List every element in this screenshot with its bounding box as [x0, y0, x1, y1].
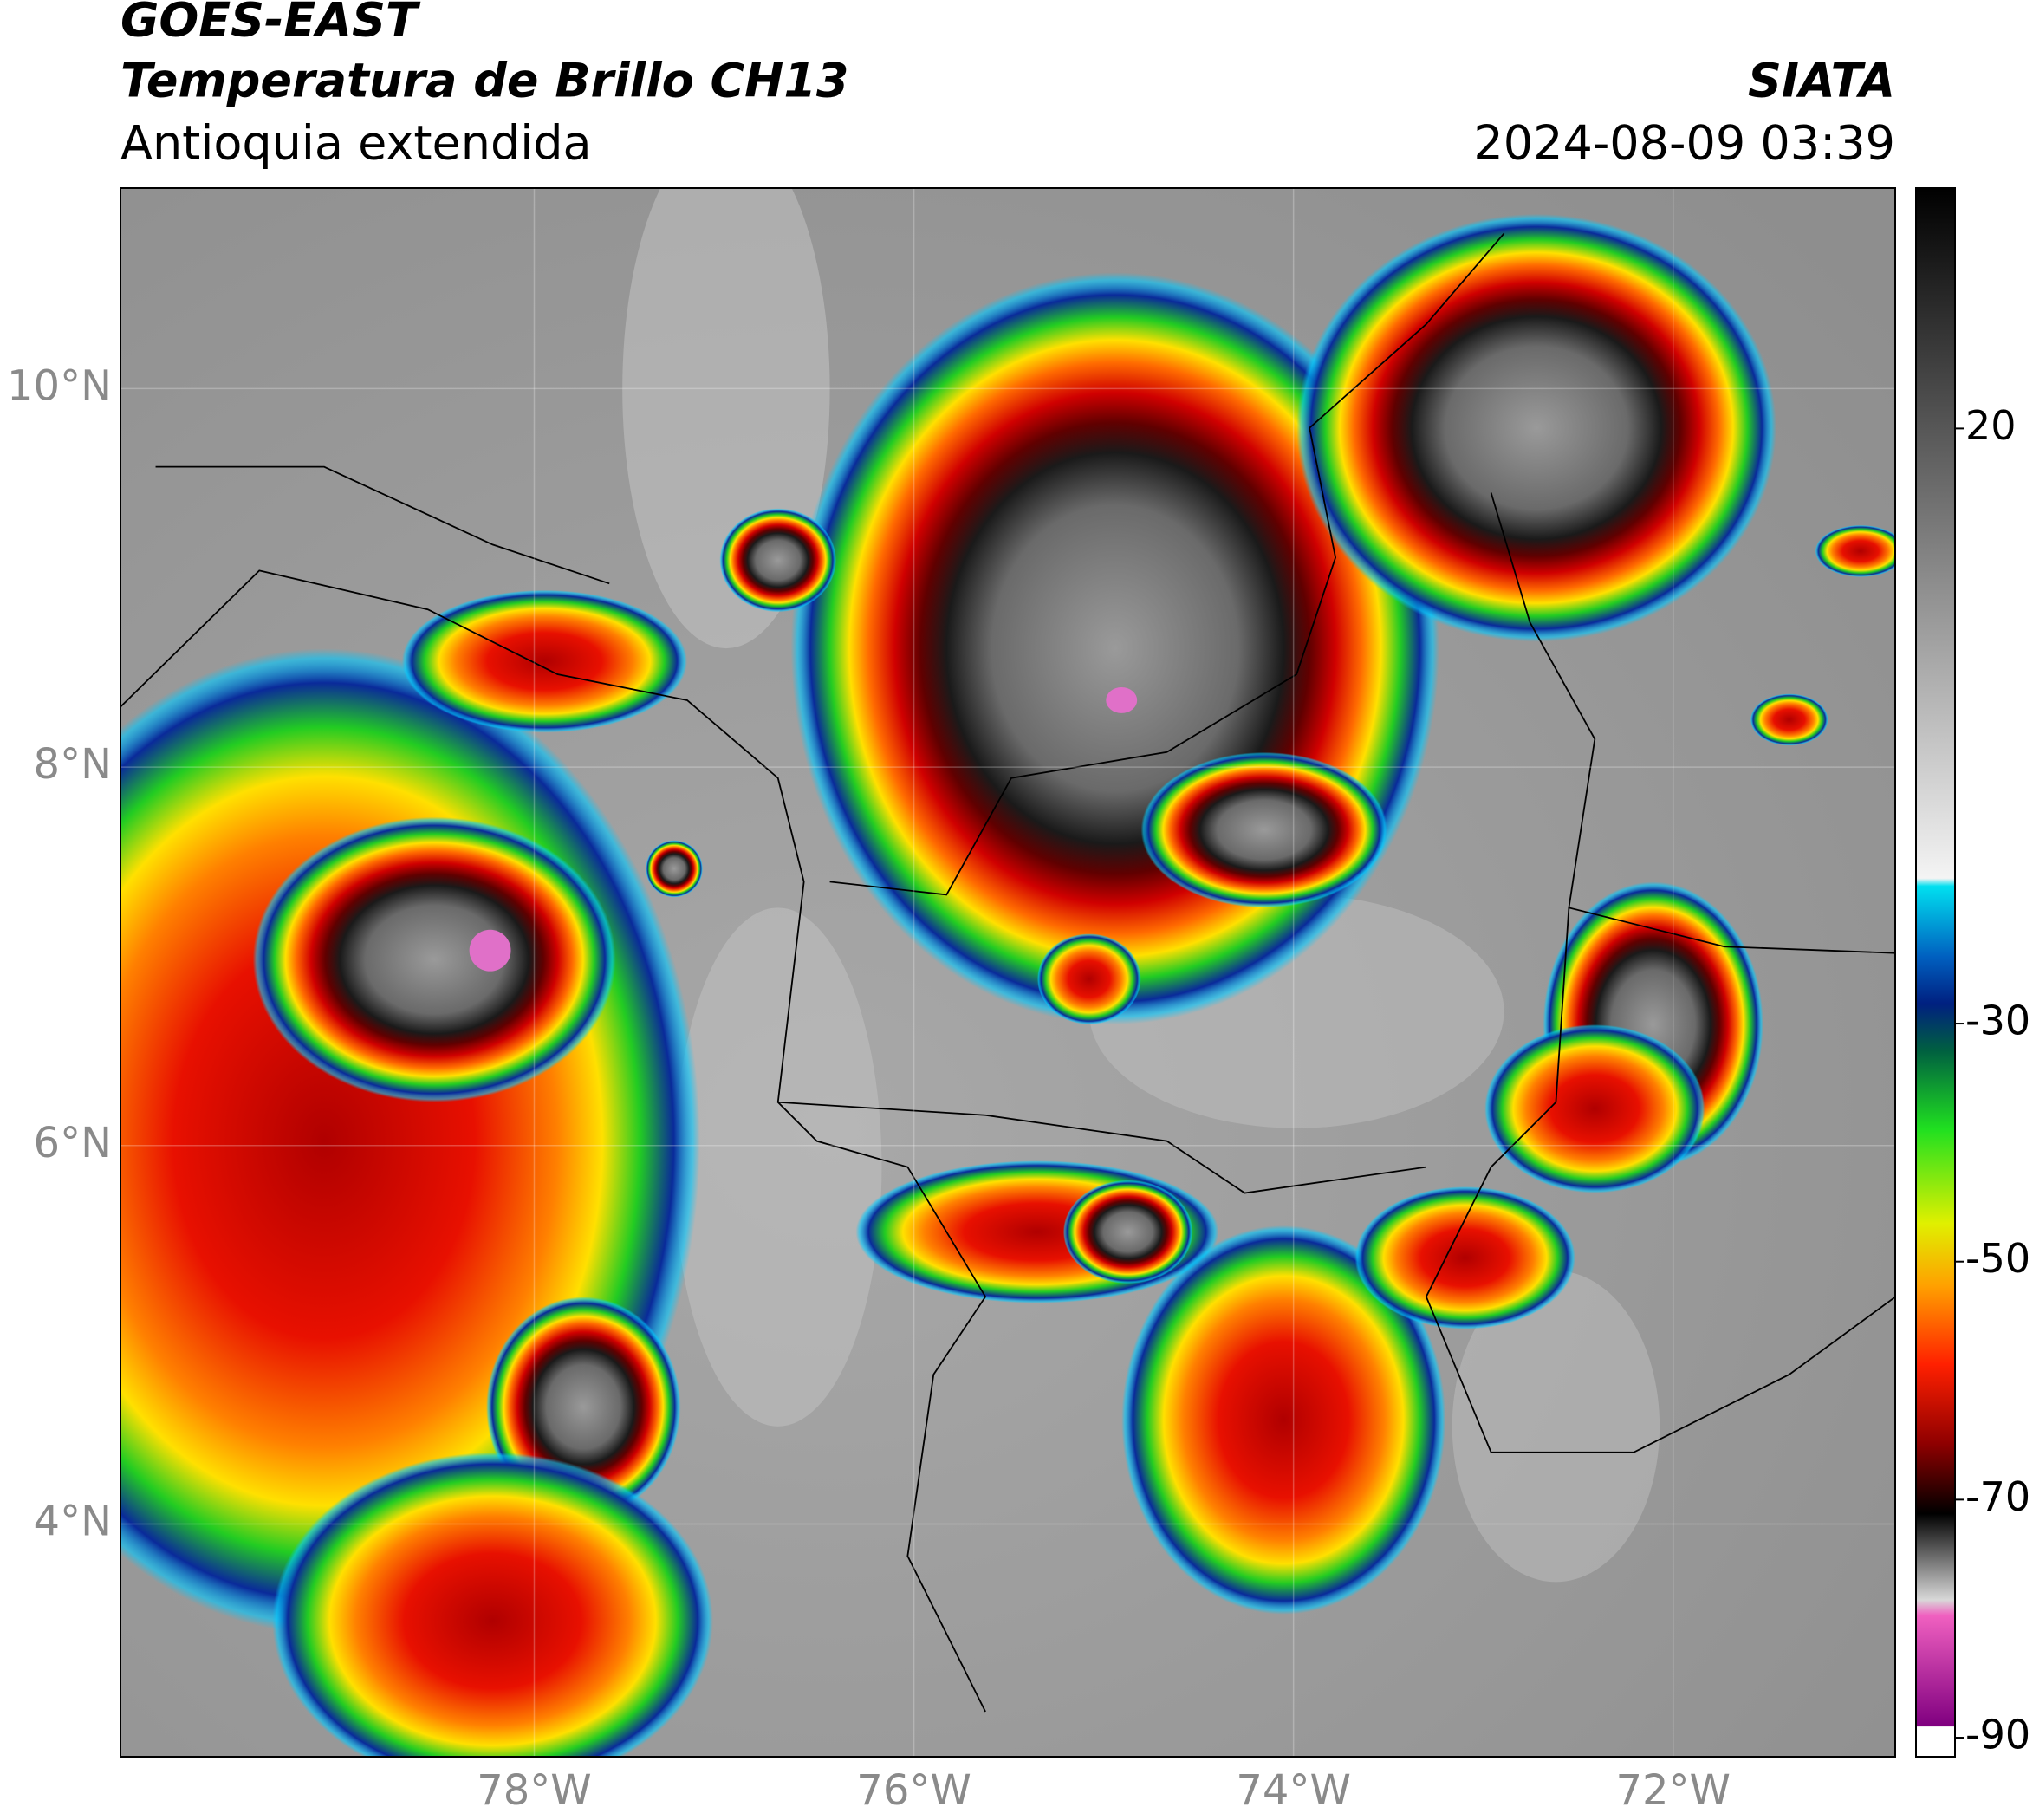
borders	[120, 232, 1895, 1713]
colorbar	[1915, 187, 1956, 1758]
colorbar-tick-label: -70	[1965, 1473, 2030, 1520]
y-tick-label: 6°N	[34, 1119, 112, 1167]
cloud-field	[120, 188, 1895, 1757]
region: Antioquia extendida	[120, 116, 592, 171]
colorbar-tick-label: -50	[1965, 1235, 2030, 1282]
x-tick-label: 74°W	[1236, 1766, 1351, 1815]
y-tick-label: 4°N	[34, 1497, 112, 1545]
map-image	[120, 188, 1895, 1757]
graticule	[120, 188, 1895, 1757]
x-tick-label: 72°W	[1615, 1766, 1731, 1815]
colorbar-tick-label: -30	[1965, 998, 2030, 1044]
x-tick-label: 78°W	[477, 1766, 592, 1815]
y-tick-label: 10°N	[7, 361, 112, 410]
map-frame	[120, 187, 1896, 1758]
x-tick-label: 76°W	[856, 1766, 971, 1815]
colorbar-tick-label: -90	[1965, 1712, 2030, 1758]
source: SIATA	[1748, 54, 1895, 108]
subtitle: Temperatura de Brillo CH13	[120, 54, 849, 108]
title: GOES-EAST	[120, 0, 421, 48]
datetime: 2024-08-09 03:39	[1473, 116, 1895, 171]
colorbar-tick-label: 20	[1965, 402, 2017, 449]
y-tick-label: 8°N	[34, 740, 112, 789]
